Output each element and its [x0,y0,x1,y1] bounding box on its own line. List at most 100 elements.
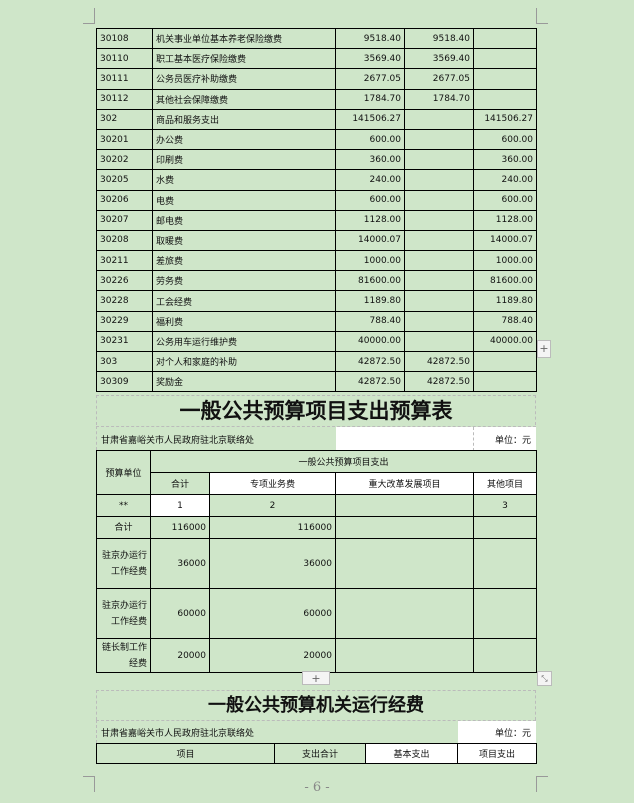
col-header: 重大改革发展项目 [335,472,474,495]
table-row: 30202 印刷费 360.00 360.00 [96,149,537,171]
add-row-button[interactable]: + [302,671,330,685]
table-cell: 其他社会保障缴费 [152,88,336,110]
table-cell [472,588,538,639]
table-cell: 邮电费 [152,209,336,231]
table-cell: 30201 [96,128,153,151]
table-cell: 奖励金 [152,371,336,393]
table-cell: 30110 [96,48,153,70]
table-cell: 42872.50 [404,350,474,373]
table-cell [404,209,474,231]
table-row: 30309 奖励金 42872.50 42872.50 [96,371,537,393]
col-header: 其他项目 [472,472,538,495]
table-cell: 机关事业单位基本养老保险缴费 [152,27,336,50]
table-row: 30108 机关事业单位基本养老保险缴费 9518.40 9518.40 [96,27,537,50]
table-cell [473,371,537,393]
col-header: 合计 [150,472,210,495]
corner-mark [536,8,548,24]
table-cell: 81600.00 [473,270,537,292]
table-cell: 9518.40 [404,27,474,50]
table-cell: 303 [96,350,153,373]
table-cell: 60000 [209,588,336,639]
index-cell: 3 [472,494,538,517]
table-cell: 141506.27 [335,108,405,130]
table-cell: 60000 [150,588,210,639]
table-cell [404,128,474,151]
corner-mark [83,8,95,24]
resize-icon[interactable]: ⤡ [537,671,552,686]
table-cell: 链长制工作经费 [96,638,151,673]
header-group: 一般公共预算项目支出 [149,450,538,473]
table-cell: 差旅费 [152,250,336,272]
table-cell [335,538,474,589]
table-row: 30110 职工基本医疗保险缴费 3569.40 3569.40 [96,48,537,70]
unit-label: 单位：元 [494,729,531,739]
table-cell: 驻京办运行工作经费 [96,538,151,589]
table-cell: 印刷费 [152,149,336,171]
table-cell: 788.40 [335,310,405,332]
table-cell: 劳务费 [152,270,336,292]
add-column-button[interactable]: + [537,340,551,358]
table-row: 30228 工会经费 1189.80 1189.80 [96,290,537,312]
table-cell: 600.00 [473,189,537,211]
table-row: 30229 福利费 788.40 788.40 [96,310,537,332]
table-cell: 14000.07 [335,229,405,252]
header-unit: 预算单位 [96,450,151,495]
org-name: 甘肃省嘉峪关市人民政府驻北京联络处 [101,436,255,446]
table-cell [404,250,474,272]
table-cell: 1128.00 [335,209,405,231]
table-cell: 3569.40 [335,48,405,70]
table-cell [404,149,474,171]
table-cell: 30207 [96,209,153,231]
table-row: 302 商品和服务支出 141506.27 141506.27 [96,108,537,130]
table-cell: 1128.00 [473,209,537,231]
table-row: 驻京办运行工作经费 36000 36000 [96,538,538,589]
table-cell: 788.40 [473,310,537,332]
table-row: 合计 116000 116000 [96,516,538,539]
table-cell: 302 [96,108,153,130]
table-cell [472,516,538,539]
table-cell: 工会经费 [152,290,336,312]
project-budget-table: 预算单位 一般公共预算项目支出 合计 专项业务费 重大改革发展项目 其他项目 ** 1 2 3… [96,450,538,673]
table-cell: 驻京办运行工作经费 [96,588,151,639]
table-row: 30112 其他社会保障缴费 1784.70 1784.70 [96,88,537,110]
table-cell [404,229,474,252]
table-cell: 合计 [96,516,151,539]
table-cell: 30211 [96,250,153,272]
table-cell: 42872.50 [335,371,405,393]
table-cell: 30228 [96,290,153,312]
section2-subheader: 甘肃省嘉峪关市人民政府驻北京联络处 单位：元 [96,426,536,451]
table-row: 30207 邮电费 1128.00 1128.00 [96,209,537,231]
table-cell [404,169,474,191]
table-cell: 116000 [209,516,336,539]
table-cell: 30226 [96,270,153,292]
table-cell: 1000.00 [473,250,537,272]
table-row: 30206 电费 600.00 600.00 [96,189,537,211]
table-cell: 40000.00 [335,330,405,353]
table-row: 30226 劳务费 81600.00 81600.00 [96,270,537,292]
table-cell: 20000 [150,638,210,673]
table-cell: 办公费 [152,128,336,151]
table-cell: 30208 [96,229,153,252]
table-cell: 20000 [209,638,336,673]
operating-cost-table: 项目 支出合计 基本支出 项目支出 [96,743,537,764]
col-header: 项目 [96,743,275,764]
table-cell [472,638,538,673]
table-cell [404,330,474,353]
table-row: 30231 公务用车运行维护费 40000.00 40000.00 [96,330,537,353]
table-cell: 30206 [96,189,153,211]
table-cell: 1189.80 [473,290,537,312]
table-cell: 600.00 [335,189,405,211]
table-cell [404,108,474,130]
section3-subheader: 甘肃省嘉峪关市人民政府驻北京联络处 单位：元 [96,720,536,744]
index-cell: ** [96,494,151,517]
table-cell: 取暖费 [152,229,336,252]
corner-mark [536,776,548,792]
table-cell: 30112 [96,88,153,110]
section2-title: 一般公共预算项目支出预算表 [96,395,536,425]
table-cell: 2677.05 [404,68,474,90]
table-cell: 1189.80 [335,290,405,312]
table-cell [473,27,537,50]
col-header: 基本支出 [365,743,458,764]
table-row: 30211 差旅费 1000.00 1000.00 [96,250,537,272]
index-cell: 1 [150,494,210,517]
